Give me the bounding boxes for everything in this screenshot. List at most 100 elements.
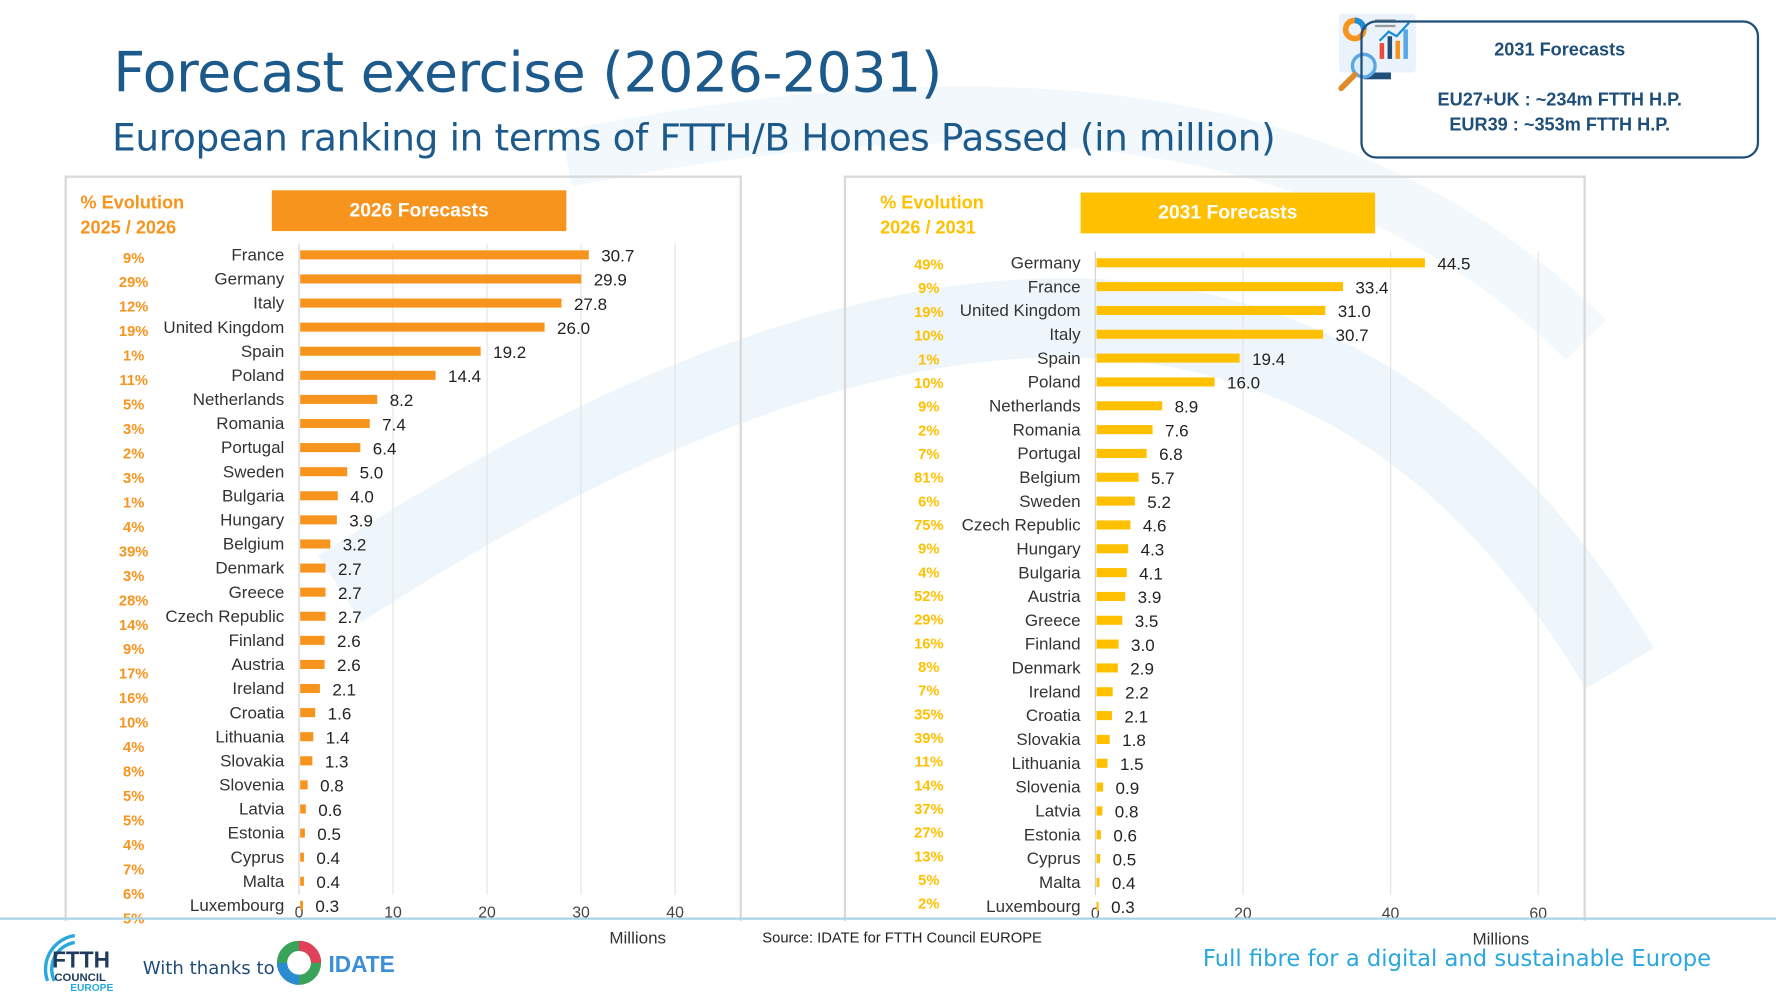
evolution-label: 7% [918, 447, 939, 463]
category-label: Cyprus [230, 848, 284, 867]
data-label: 1.3 [325, 753, 349, 772]
data-label: 0.3 [315, 897, 339, 916]
evolution-header-line1: % Evolution [80, 193, 185, 213]
evolution-label: 10% [914, 329, 943, 345]
x-tick-label: 0 [1091, 906, 1100, 923]
evolution-label: 4% [918, 565, 939, 581]
bar [300, 587, 326, 597]
bar [1096, 901, 1099, 911]
category-label: France [1028, 277, 1081, 296]
data-label: 26.0 [557, 319, 590, 338]
data-label: 7.6 [1165, 421, 1189, 440]
data-label: 1.5 [1120, 755, 1144, 774]
evolution-label: 29% [119, 275, 148, 291]
bar [300, 828, 305, 838]
data-label: 2.7 [338, 584, 362, 603]
category-label: France [231, 246, 284, 265]
data-label: 8.9 [1175, 398, 1199, 417]
data-label: 0.5 [317, 825, 341, 844]
evolution-label: 12% [119, 300, 148, 316]
evolution-label: 4% [123, 838, 144, 854]
bar [1096, 758, 1108, 768]
category-label: Cyprus [1027, 849, 1081, 868]
category-label: Slovakia [220, 751, 285, 770]
category-label: Bulgaria [222, 486, 285, 505]
idate-logo-text: IDATE [328, 951, 394, 977]
category-label: Spain [241, 342, 284, 361]
data-label: 4.0 [350, 488, 374, 507]
evolution-label: 5% [123, 814, 144, 830]
bar [300, 780, 308, 790]
page-subtitle: European ranking in terms of FTTH/B Home… [112, 115, 1276, 160]
x-tick-label: 20 [478, 904, 496, 921]
bar [300, 370, 436, 380]
evolution-label: 28% [119, 593, 148, 609]
bar [300, 683, 320, 694]
bar [300, 467, 348, 477]
category-label: Poland [231, 366, 284, 385]
evolution-label: 17% [119, 667, 148, 683]
data-label: 0.9 [1116, 779, 1140, 798]
data-label: 4.1 [1139, 564, 1163, 583]
category-label: Greece [1025, 611, 1081, 630]
evolution-label: 16% [119, 691, 148, 707]
category-label: Slovakia [1016, 730, 1081, 749]
bar [300, 443, 361, 453]
evolution-label: 29% [914, 613, 943, 629]
bar [1096, 663, 1118, 673]
category-label: Poland [1028, 373, 1081, 392]
evolution-label: 1% [918, 352, 939, 368]
evolution-label: 9% [918, 542, 939, 558]
category-label: Germany [1011, 253, 1081, 272]
category-label: Italy [1049, 325, 1081, 344]
category-label: Romania [216, 414, 285, 433]
svg-text:COUNCIL: COUNCIL [54, 972, 106, 984]
category-label: Italy [253, 294, 285, 313]
evolution-label: 3% [123, 422, 144, 438]
category-label: Luxembourg [190, 896, 284, 915]
bar [300, 852, 304, 862]
category-label: Belgium [223, 535, 284, 554]
bar [1096, 854, 1101, 864]
data-label: 2.6 [337, 632, 361, 651]
thanks-text: With thanks to [142, 957, 275, 979]
data-label: 2.1 [1124, 707, 1148, 726]
evolution-header-line2: 2026 / 2031 [880, 218, 976, 238]
category-label: Finland [229, 631, 285, 650]
data-label: 29.9 [594, 271, 627, 290]
data-label: 0.6 [1113, 827, 1137, 846]
data-label: 2.6 [337, 656, 361, 675]
data-label: 4.3 [1141, 541, 1165, 560]
x-axis-label: Millions [609, 929, 666, 948]
category-label: Malta [1039, 873, 1081, 892]
summary-eu27uk: EU27+UK : ~234m FTTH H.P. [1437, 90, 1682, 110]
data-label: 30.7 [601, 247, 634, 266]
evolution-label: 4% [123, 520, 144, 536]
bar [300, 659, 325, 669]
evolution-label: 39% [914, 731, 943, 747]
category-label: Croatia [230, 703, 285, 722]
x-axis-label: Millions [1473, 930, 1530, 949]
category-label: Latvia [239, 800, 285, 819]
evolution-label: 9% [918, 400, 939, 416]
bar [1096, 258, 1425, 268]
evolution-label: 19% [914, 305, 943, 321]
data-label: 19.2 [493, 343, 526, 362]
bar [300, 900, 303, 910]
category-label: Ireland [232, 679, 284, 698]
bar [300, 804, 306, 814]
data-label: 3.9 [1138, 588, 1162, 607]
category-label: Slovenia [1015, 778, 1081, 797]
category-label: Bulgaria [1018, 563, 1081, 582]
evolution-label: 37% [914, 802, 943, 818]
data-label: 3.5 [1135, 612, 1159, 631]
evolution-label: 10% [914, 376, 943, 392]
category-label: Belgium [1019, 468, 1080, 487]
evolution-label: 81% [914, 471, 943, 487]
category-label: Portugal [221, 438, 284, 457]
bar [1096, 639, 1119, 649]
evolution-header-line2: 2025 / 2026 [80, 218, 177, 238]
bar [300, 274, 582, 284]
category-label: Hungary [220, 511, 285, 530]
